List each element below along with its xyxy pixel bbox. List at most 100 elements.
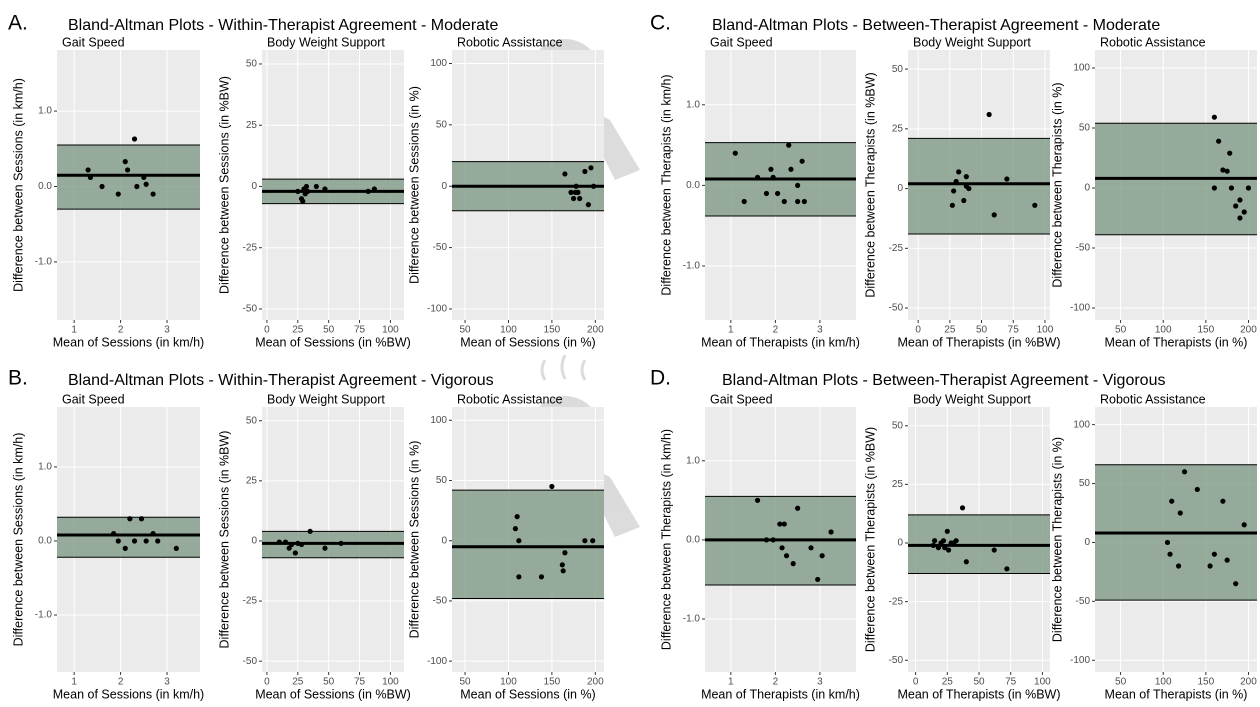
point bbox=[143, 538, 149, 544]
subplot-title: Robotic Assistance bbox=[1100, 392, 1206, 406]
point bbox=[560, 568, 566, 574]
point bbox=[282, 539, 289, 545]
point bbox=[930, 542, 936, 548]
point bbox=[781, 198, 787, 205]
y-tick-label: 50 bbox=[436, 475, 448, 486]
subplot: 0 25 50 75 100 -50 -25 0 25 50 Body Weight Support… bbox=[217, 392, 411, 701]
point bbox=[949, 202, 955, 208]
subplot-title: Robotic Assistance bbox=[457, 35, 563, 49]
point bbox=[122, 545, 128, 551]
point bbox=[808, 545, 814, 551]
limits-band bbox=[57, 145, 200, 210]
y-tick-label: 0 bbox=[897, 183, 903, 194]
x-tick-label: 100 bbox=[1155, 677, 1172, 688]
point bbox=[1245, 185, 1252, 191]
point bbox=[371, 186, 377, 192]
panel-label: C. bbox=[650, 12, 671, 35]
point bbox=[155, 538, 161, 544]
x-axis-label: Mean of Sessions (in %BW) bbox=[255, 335, 411, 349]
point bbox=[1227, 150, 1233, 156]
y-tick-label: 50 bbox=[246, 415, 258, 426]
point bbox=[1216, 138, 1222, 144]
point bbox=[1194, 486, 1200, 493]
x-tick-label: 50 bbox=[459, 325, 471, 336]
y-tick-label: 1.0 bbox=[38, 106, 52, 117]
point bbox=[276, 539, 282, 545]
point bbox=[582, 168, 588, 175]
x-tick-label: 1 bbox=[71, 325, 77, 336]
x-tick-label: 3 bbox=[164, 325, 170, 336]
point bbox=[953, 538, 959, 544]
x-tick-label: 50 bbox=[323, 677, 335, 688]
x-axis-label: Mean of Sessions (in %BW) bbox=[255, 687, 411, 701]
subplot-title: Gait Speed bbox=[62, 35, 125, 49]
x-axis-label: Mean of Sessions (in %) bbox=[460, 335, 595, 349]
point bbox=[1228, 185, 1235, 191]
x-tick-label: 75 bbox=[1005, 677, 1017, 688]
point bbox=[940, 538, 947, 544]
subplot-title: Robotic Assistance bbox=[1100, 35, 1206, 49]
point bbox=[571, 195, 577, 202]
y-tick-label: 0.0 bbox=[38, 181, 52, 192]
point bbox=[1164, 539, 1171, 546]
x-axis-label: Mean of Sessions (in km/h) bbox=[53, 335, 204, 349]
y-tick-label: 1.0 bbox=[38, 462, 52, 473]
y-tick-label: 0.0 bbox=[38, 536, 52, 547]
x-axis-label: Mean of Therapists (in %) bbox=[1105, 335, 1248, 349]
x-tick-label: 150 bbox=[544, 325, 561, 336]
y-tick-label: 1.0 bbox=[686, 455, 700, 466]
y-tick-label: 25 bbox=[246, 120, 258, 131]
y-tick-label: -50 bbox=[1076, 596, 1091, 607]
point bbox=[303, 183, 310, 190]
subplot: 1 2 3 -1.0 0.0 1.0 Gait Speed Mean of Therapist… bbox=[659, 392, 860, 701]
point bbox=[575, 189, 581, 195]
x-tick-label: 50 bbox=[1115, 677, 1127, 688]
subplot: 50 100 150 200 -100 -50 0 50 100 Robotic Assistan… bbox=[1050, 35, 1257, 349]
y-tick-label: -1.0 bbox=[683, 614, 701, 625]
point bbox=[559, 562, 565, 568]
point bbox=[1237, 215, 1243, 221]
point bbox=[322, 545, 328, 551]
point bbox=[959, 505, 966, 511]
point bbox=[307, 528, 313, 534]
x-tick-label: 150 bbox=[544, 677, 561, 688]
x-tick-label: 50 bbox=[323, 325, 335, 336]
point bbox=[788, 166, 794, 172]
subplot-title: Body Weight Support bbox=[267, 35, 385, 49]
y-tick-label: 50 bbox=[1079, 478, 1091, 489]
point bbox=[741, 198, 747, 205]
x-tick-label: 2 bbox=[118, 677, 124, 688]
point bbox=[305, 188, 311, 194]
y-axis-label: Difference between Sessions (in %) bbox=[407, 441, 421, 639]
point bbox=[944, 528, 950, 534]
y-tick-label: 25 bbox=[246, 475, 258, 486]
point bbox=[986, 111, 992, 118]
x-tick-label: 2 bbox=[773, 325, 779, 336]
point bbox=[770, 174, 776, 180]
y-tick-label: -25 bbox=[243, 242, 258, 253]
x-tick-label: 200 bbox=[1240, 677, 1257, 688]
point bbox=[768, 166, 774, 172]
point bbox=[1211, 551, 1217, 557]
point bbox=[516, 574, 522, 580]
limits-band bbox=[452, 490, 604, 599]
x-tick-label: 25 bbox=[292, 325, 304, 336]
point bbox=[754, 174, 761, 180]
point bbox=[138, 516, 145, 522]
point bbox=[1177, 510, 1183, 516]
point bbox=[1220, 498, 1226, 504]
y-tick-label: -1.0 bbox=[35, 257, 53, 268]
x-tick-label: 200 bbox=[587, 677, 604, 688]
point bbox=[963, 559, 969, 565]
point bbox=[935, 545, 942, 551]
x-tick-label: 200 bbox=[587, 325, 604, 336]
y-axis-label: Difference between Therapists (in %BW) bbox=[863, 427, 877, 652]
limits-band bbox=[57, 517, 200, 558]
y-tick-label: -50 bbox=[433, 242, 448, 253]
subplot: 1 2 3 -1.0 0.0 1.0 Gait Speed Mean of Sessions … bbox=[11, 392, 204, 701]
y-tick-label: -50 bbox=[433, 596, 448, 607]
y-tick-label: -50 bbox=[243, 656, 258, 667]
point bbox=[115, 538, 121, 544]
point bbox=[549, 483, 555, 490]
point bbox=[568, 189, 574, 195]
